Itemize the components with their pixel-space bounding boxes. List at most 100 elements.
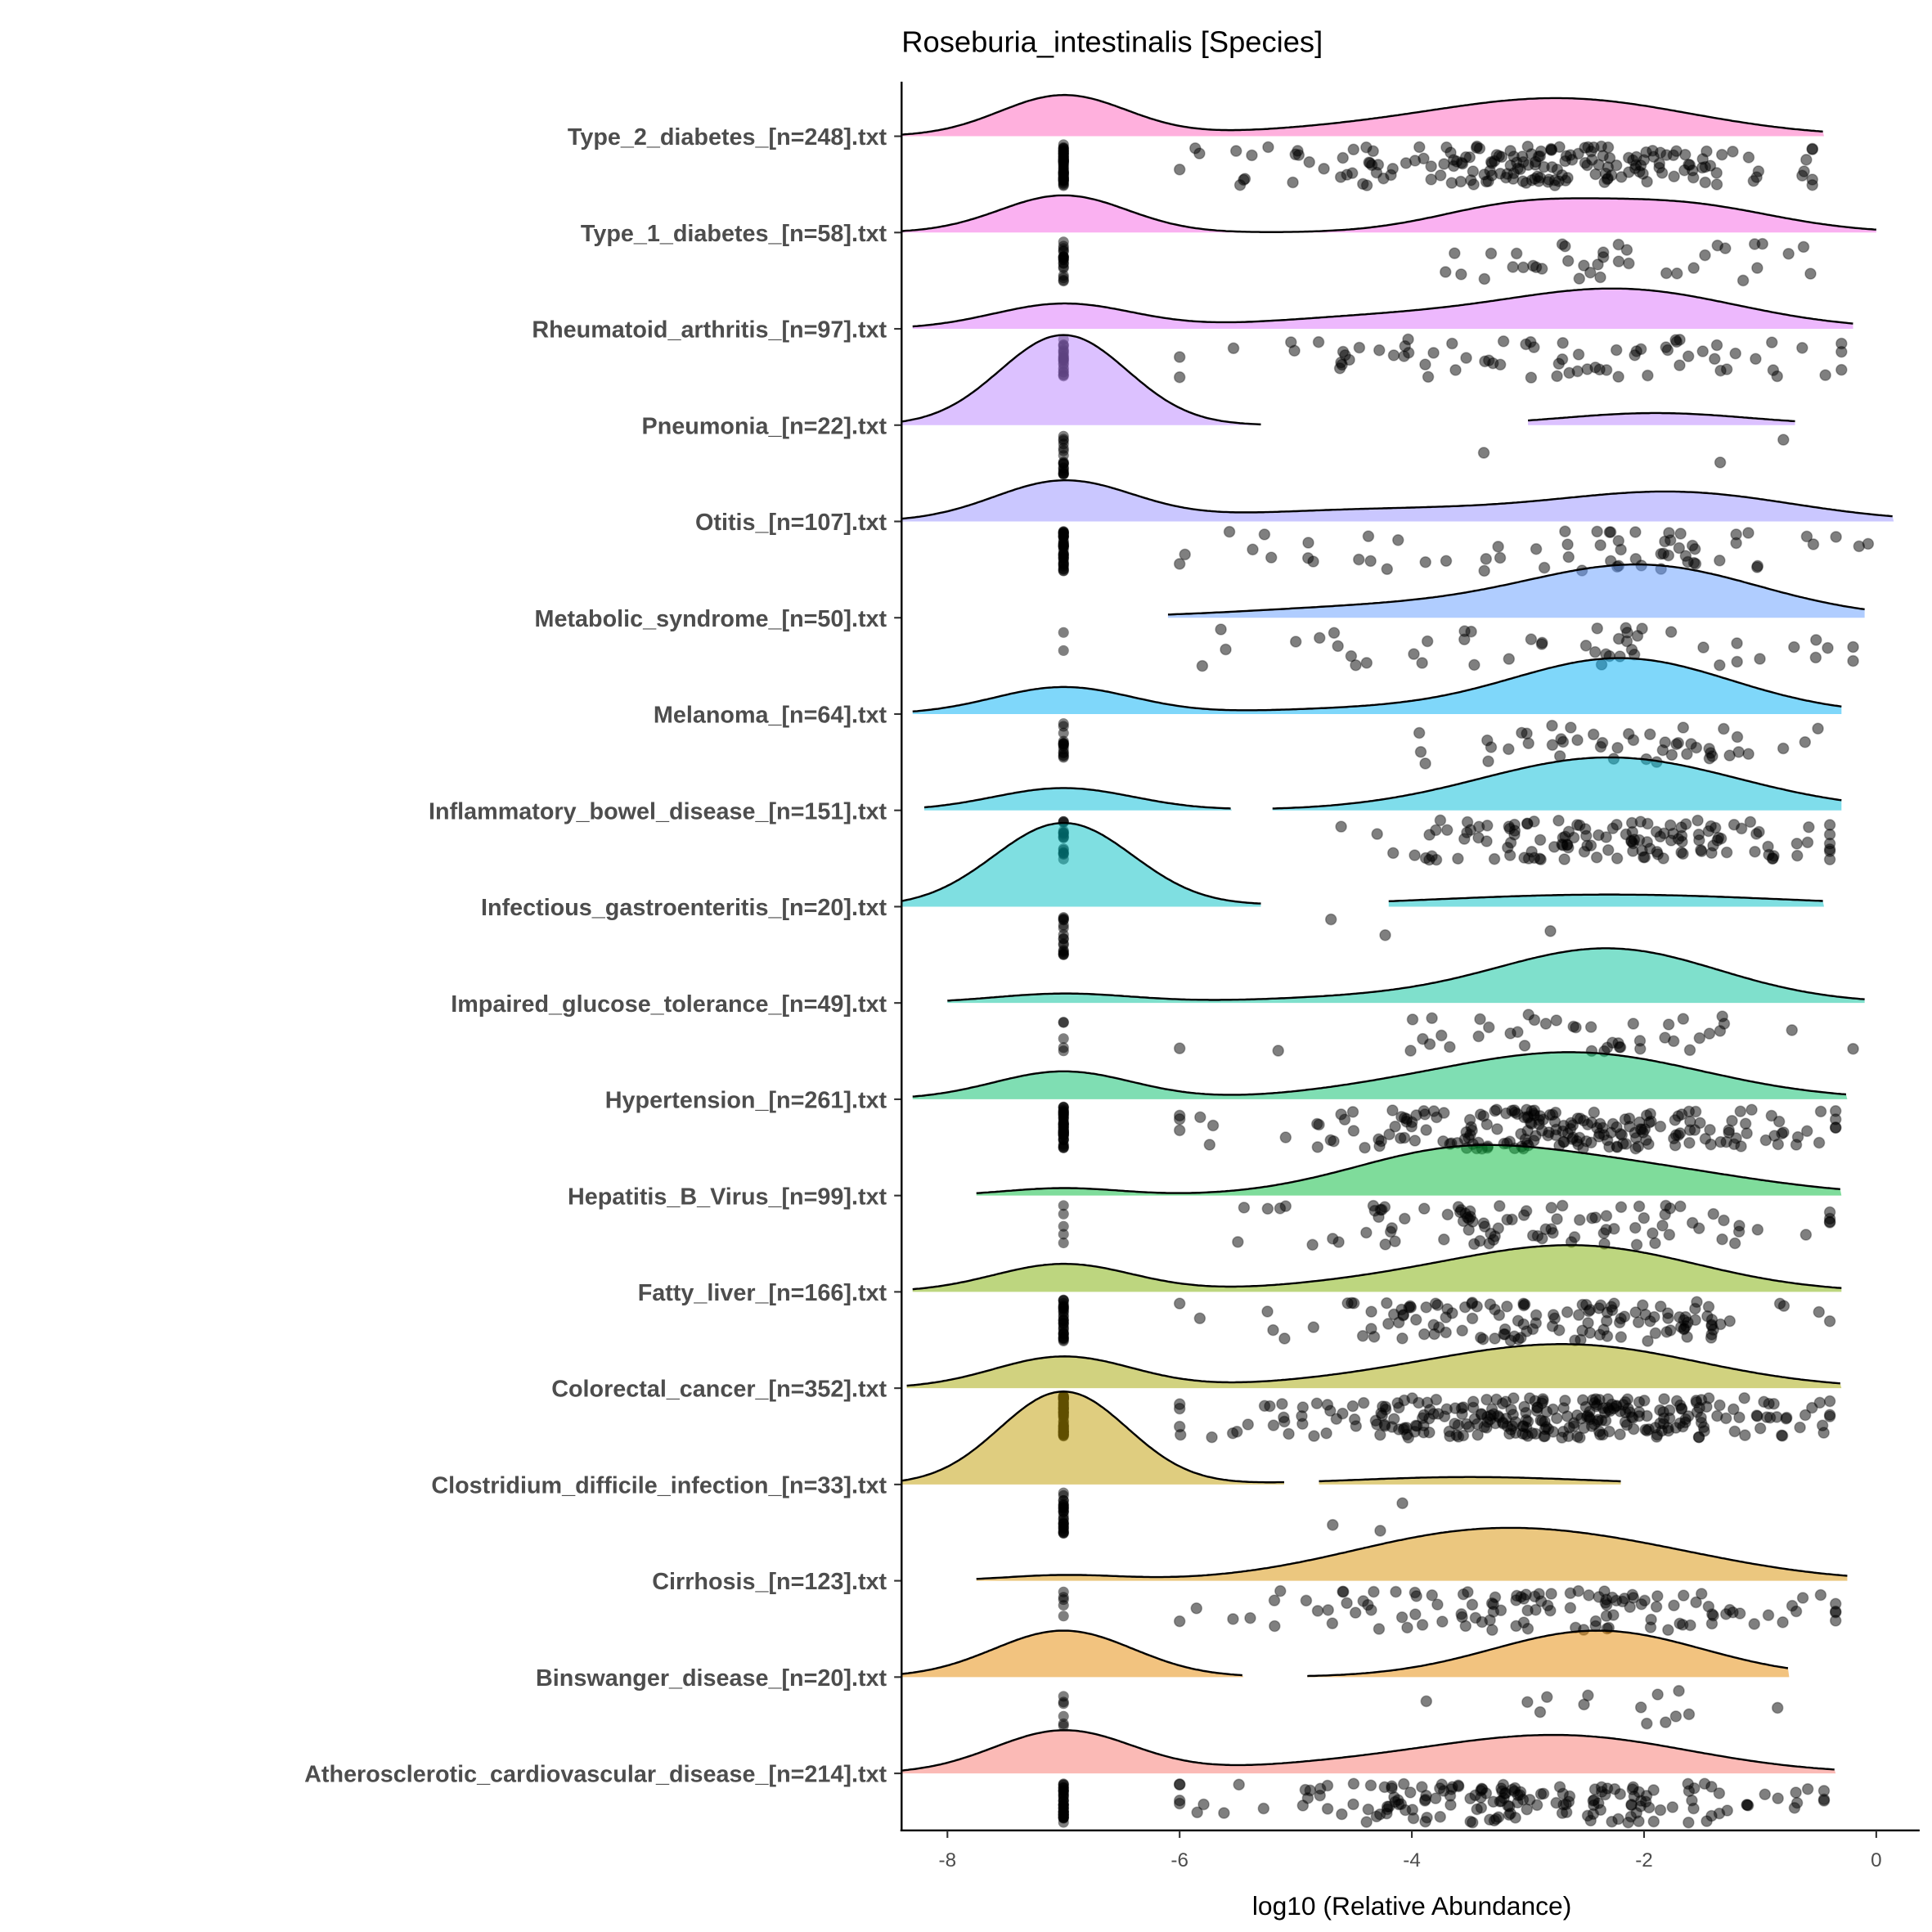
data-point bbox=[1312, 335, 1325, 348]
data-point bbox=[1525, 1427, 1539, 1440]
data-point bbox=[1799, 1409, 1812, 1422]
data-point bbox=[1419, 757, 1431, 770]
data-point bbox=[1669, 334, 1682, 346]
data-point bbox=[1710, 178, 1723, 191]
data-point bbox=[1349, 1606, 1362, 1619]
data-point bbox=[1435, 1029, 1448, 1042]
data-point bbox=[1584, 266, 1597, 279]
data-point bbox=[1238, 173, 1250, 186]
data-point bbox=[1540, 1691, 1553, 1704]
data-point bbox=[1647, 1227, 1659, 1240]
data-point bbox=[1611, 818, 1623, 831]
data-point bbox=[1847, 1043, 1859, 1055]
data-point bbox=[1499, 1787, 1512, 1799]
data-point bbox=[1612, 632, 1625, 645]
zero-value-point bbox=[1058, 530, 1069, 541]
data-point bbox=[1723, 1124, 1735, 1136]
ridge-density-outline bbox=[1272, 756, 1842, 810]
data-point bbox=[1398, 1394, 1411, 1407]
zero-value-point bbox=[1058, 177, 1069, 189]
data-point bbox=[1534, 852, 1546, 865]
data-point bbox=[1318, 162, 1330, 175]
data-point bbox=[1374, 1428, 1386, 1441]
data-point bbox=[1485, 1597, 1498, 1610]
data-point bbox=[1788, 640, 1800, 654]
data-point bbox=[1662, 1624, 1674, 1636]
data-point bbox=[1190, 1602, 1203, 1615]
data-point bbox=[1810, 634, 1822, 646]
data-point bbox=[1608, 1783, 1621, 1795]
data-point bbox=[1231, 1426, 1243, 1438]
data-point bbox=[1173, 1420, 1186, 1433]
data-point bbox=[1704, 1124, 1716, 1136]
data-point bbox=[1649, 1237, 1661, 1250]
data-point bbox=[1714, 1135, 1727, 1148]
data-point bbox=[1634, 1043, 1647, 1055]
zero-value-point bbox=[1058, 236, 1069, 248]
data-point bbox=[1629, 1221, 1642, 1234]
y-tick-label: Infectious_gastroenteritis_[n=20].txt bbox=[481, 895, 887, 921]
data-point bbox=[1627, 1018, 1640, 1030]
data-point bbox=[1571, 734, 1584, 747]
data-point bbox=[1733, 1607, 1746, 1620]
data-point bbox=[1597, 1428, 1609, 1441]
data-point bbox=[1402, 333, 1414, 346]
data-point bbox=[1620, 244, 1633, 256]
data-point bbox=[1459, 151, 1472, 164]
data-point bbox=[1365, 1604, 1377, 1616]
ridge-density-fill bbox=[1167, 564, 1865, 618]
data-point bbox=[1507, 261, 1519, 273]
data-point bbox=[1482, 755, 1494, 767]
zero-value-point bbox=[1058, 456, 1069, 468]
zero-value-point bbox=[1058, 749, 1069, 761]
y-tick-label: Otitis_[n=107].txt bbox=[695, 510, 887, 536]
data-point bbox=[1559, 155, 1571, 168]
data-point bbox=[1552, 357, 1566, 370]
data-point bbox=[1739, 1429, 1751, 1441]
data-point bbox=[1614, 1428, 1626, 1440]
data-point bbox=[1348, 1413, 1361, 1426]
data-point bbox=[1203, 1139, 1216, 1151]
data-point bbox=[1702, 1392, 1715, 1404]
data-point bbox=[1589, 1211, 1602, 1224]
data-point bbox=[1423, 853, 1436, 866]
data-point bbox=[1630, 1238, 1643, 1251]
data-point bbox=[1654, 1804, 1667, 1817]
data-point bbox=[1347, 1125, 1360, 1137]
data-point bbox=[1462, 1224, 1475, 1236]
data-point bbox=[1683, 1785, 1696, 1797]
data-point bbox=[1418, 152, 1430, 165]
data-point bbox=[1311, 1141, 1324, 1153]
data-point bbox=[1799, 1229, 1813, 1241]
data-point bbox=[1645, 1115, 1657, 1128]
data-point bbox=[1311, 1605, 1324, 1617]
data-point bbox=[1650, 1601, 1663, 1613]
data-point bbox=[1568, 1231, 1581, 1243]
data-point bbox=[1588, 645, 1602, 658]
data-point bbox=[1261, 1305, 1274, 1318]
data-point bbox=[1511, 1589, 1523, 1602]
data-point bbox=[1673, 541, 1686, 555]
x-tick-label: 0 bbox=[1871, 1849, 1881, 1871]
data-point bbox=[1690, 741, 1703, 754]
data-point bbox=[1173, 1398, 1186, 1410]
data-point bbox=[1790, 849, 1804, 862]
ridge-density-outline bbox=[906, 1343, 1840, 1387]
data-point bbox=[1466, 1312, 1479, 1325]
data-point bbox=[1622, 1816, 1634, 1829]
data-point bbox=[1718, 1214, 1730, 1227]
data-point bbox=[1589, 1615, 1602, 1628]
data-point bbox=[1455, 268, 1467, 281]
data-point bbox=[1615, 1201, 1628, 1214]
data-point bbox=[1545, 1223, 1557, 1235]
data-point bbox=[1347, 1297, 1360, 1310]
data-point bbox=[1257, 1802, 1270, 1815]
data-point bbox=[1692, 828, 1705, 841]
data-point bbox=[1814, 1588, 1827, 1602]
data-point bbox=[1558, 853, 1570, 865]
data-point bbox=[1660, 1199, 1672, 1212]
data-point bbox=[1751, 1224, 1764, 1236]
data-point bbox=[1581, 363, 1593, 375]
data-point bbox=[1605, 1126, 1617, 1139]
data-point bbox=[1796, 1592, 1809, 1604]
